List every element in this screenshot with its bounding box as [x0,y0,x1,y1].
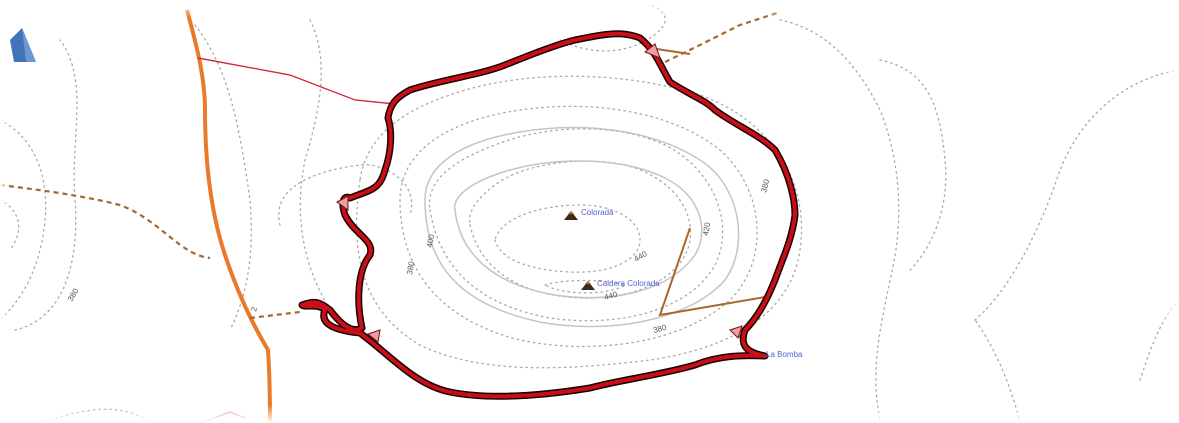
contour-label: 380 [759,178,771,194]
contour-line [355,75,803,369]
contour-label: 380 [66,286,81,303]
trail-path[interactable] [658,227,766,317]
contour-line [399,105,758,348]
index-contour [424,126,740,328]
contour-line [879,59,947,271]
contour-line [779,19,900,421]
contour-label: 420 [701,221,712,236]
peak-label: Caldera Colorada [597,279,660,288]
dirt-track[interactable] [664,10,781,63]
contour-label: 440 [603,290,619,302]
road-fragment [199,411,246,423]
peak-icon-highlight [585,281,591,284]
contour-line [14,39,78,331]
contour-line [299,19,331,311]
contour-line [0,199,20,251]
contour-line [428,128,724,322]
peak-colorada[interactable]: Colorada [564,208,614,220]
contour-line [974,69,1179,321]
contour-line [1139,299,1179,381]
gps-track[interactable] [298,30,799,400]
dirt-track[interactable] [0,183,211,260]
contour-line [494,204,641,273]
contour-label: 380 [405,260,416,275]
peak-icon-highlight [568,211,574,214]
index-contour [454,160,703,299]
peak-icon [581,281,595,290]
contour-line [194,24,252,331]
peak-icon [564,211,578,220]
contour-label: 380 [652,323,668,335]
contour-label: 440 [633,249,650,264]
contour-line [39,408,151,423]
place-label-la-bomba: La Bomba [766,350,803,359]
contour-line [0,119,47,321]
track-direction-marker [366,329,381,343]
contour-label: 400 [425,233,436,248]
main-road[interactable] [185,9,272,423]
track-direction-marker [644,43,661,59]
contour-line [543,279,627,294]
secondary-road[interactable] [197,57,396,105]
contour-line [974,319,1021,423]
road-ref-label: 2 [249,305,259,312]
track-direction-marker [729,325,743,339]
track-direction-marker [336,195,349,211]
gps-track-line[interactable] [300,31,797,399]
arrow-icon-shade [22,28,36,62]
peak-label: Colorada [581,208,614,217]
peak-caldera-colorada[interactable]: Caldera Colorada [581,279,660,290]
